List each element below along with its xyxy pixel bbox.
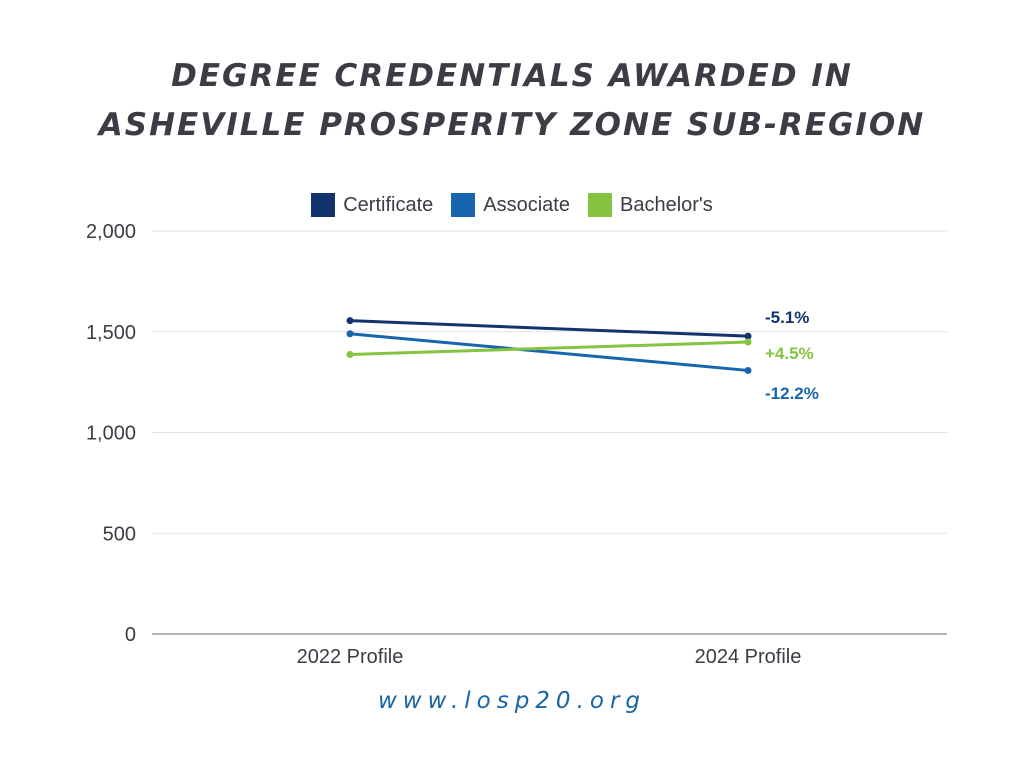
legend-item-certificate: Certificate <box>311 193 433 217</box>
chart-title: DEGREE CREDENTIALS AWARDED IN ASHEVILLE … <box>0 52 1024 150</box>
y-tick-label-500: 500 <box>103 523 136 545</box>
chart-title-line-1: DEGREE CREDENTIALS AWARDED IN <box>171 58 853 94</box>
data-point-bachelor-s-2024-profile <box>744 338 752 346</box>
x-tick-label-2024-profile: 2024 Profile <box>695 646 802 668</box>
series-line-bachelor-s <box>349 340 749 357</box>
series-line-associate <box>349 332 749 372</box>
legend-item-bachelors: Bachelor's <box>587 193 713 217</box>
x-tick-label-2022-profile: 2022 Profile <box>297 646 404 668</box>
y-tick-label-1000: 1,000 <box>86 423 136 445</box>
legend-label-associate: Associate <box>483 193 570 216</box>
change-label-associate: -12.2% <box>765 384 819 403</box>
chart-legend: Certificate Associate Bachelor's <box>0 193 1024 217</box>
legend-label-bachelors: Bachelor's <box>619 193 713 216</box>
data-point-certificate-2024-profile <box>744 332 752 340</box>
legend-label-certificate: Certificate <box>343 193 434 216</box>
chart-title-line-2: ASHEVILLE PROSPERITY ZONE SUB-REGION <box>98 107 926 143</box>
data-point-associate-2022-profile <box>346 330 354 338</box>
legend-swatch-associate <box>451 193 476 217</box>
legend-swatch-certificate <box>311 193 336 217</box>
legend-item-associate: Associate <box>451 193 570 217</box>
y-tick-label-1500: 1,500 <box>86 322 136 344</box>
change-label-certificate: -5.1% <box>765 308 809 327</box>
series-line-certificate <box>349 319 749 338</box>
data-point-bachelor-s-2022-profile <box>346 351 354 359</box>
y-tick-label-0: 0 <box>125 624 136 646</box>
legend-swatch-bachelors <box>587 193 612 217</box>
change-label-bachelor-s: +4.5% <box>765 344 814 363</box>
data-point-associate-2024-profile <box>744 366 752 374</box>
data-point-certificate-2022-profile <box>346 317 354 325</box>
y-tick-label-2000: 2,000 <box>86 221 136 243</box>
footer-url[interactable]: www.losp20.org <box>377 688 647 714</box>
